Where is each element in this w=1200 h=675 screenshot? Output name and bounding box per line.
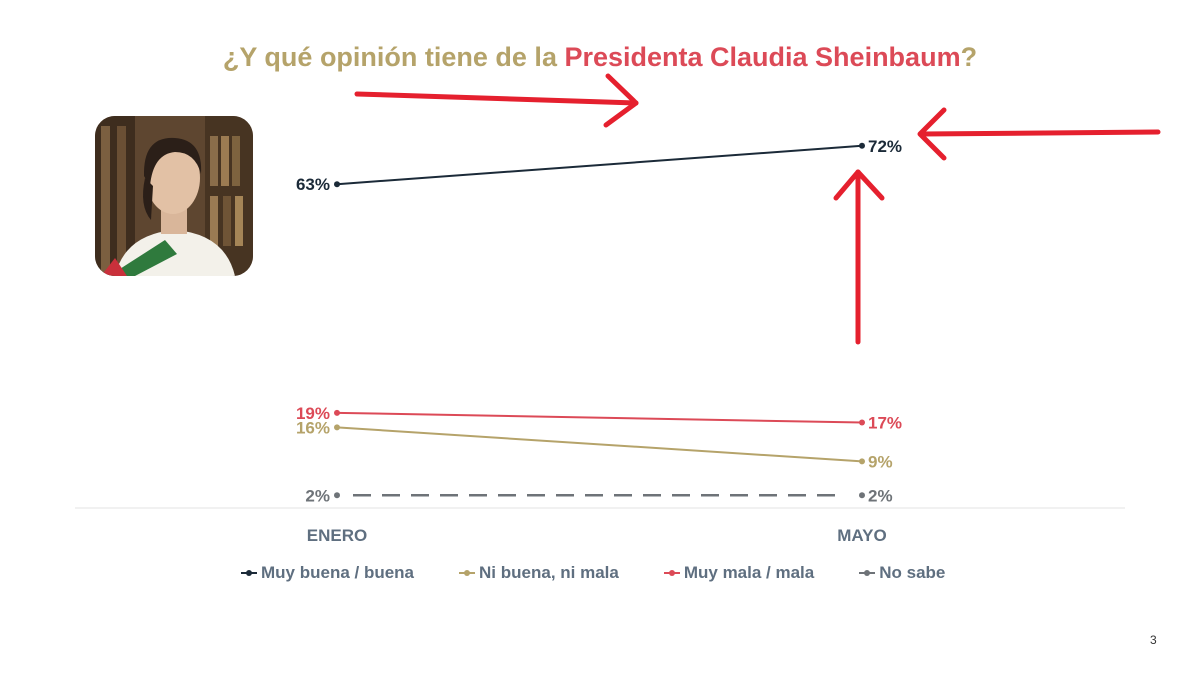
legend-label-muy-buena-buena: Muy buena / buena [261,563,415,582]
legend-item-muy-buena-buena: Muy buena / buena [240,563,414,583]
arrow-top-icon [354,73,639,128]
arrow-up-icon [833,169,885,345]
data-label-muy-buena-buena-0: 63% [296,175,330,194]
legend-swatch-ni-buena-ni-mala [459,570,476,576]
data-point-ni-buena-ni-mala-0 [334,424,340,431]
legend-label-no-sabe: No sabe [879,563,946,582]
data-label-ni-buena-ni-mala-1: 9% [868,452,893,471]
portrait-photo [95,116,253,276]
x-tick-label-1: MAYO [837,526,886,545]
series-line-ni-buena-ni-mala [336,426,863,463]
title-prefix: ¿Y qué opinión tiene de la [222,42,565,72]
legend-label-muy-mala-mala: Muy mala / mala [683,563,815,582]
series-line-muy-mala-mala [336,411,863,424]
title-suffix: ? [960,42,978,72]
legend-swatch-muy-mala-mala [663,570,680,576]
legend-swatch-muy-buena-buena [241,570,257,576]
data-point-no-sabe-0 [334,492,340,499]
data-point-muy-buena-buena-0 [334,181,340,188]
arrow-right-icon [917,107,1161,161]
data-label-no-sabe-0: 2% [305,486,330,505]
annotation-layer [354,73,1161,345]
page-number: 3 [1150,633,1157,647]
title-highlight: Presidenta Claudia Sheinbaum [564,42,961,72]
legend-label-ni-buena-ni-mala: Ni buena, ni mala [479,563,619,582]
legend-item-muy-mala-mala: Muy mala / mala [663,563,814,583]
data-point-muy-buena-buena-1 [859,142,865,149]
data-point-muy-mala-mala-0 [334,409,340,416]
series-layer [334,142,865,499]
data-label-muy-mala-mala-0: 19% [296,404,330,423]
data-label-muy-mala-mala-1: 17% [868,414,902,433]
data-label-muy-buena-buena-1: 72% [868,137,902,156]
label-layer: 63% 72% 16% 9% 19% 17% 2% 2% ENERO MAYO [296,137,902,545]
legend-swatch-no-sabe [859,570,876,576]
legend-item-ni-buena-ni-mala: Ni buena, ni mala [458,563,619,583]
data-point-no-sabe-1 [859,492,865,499]
data-point-muy-mala-mala-1 [859,419,865,426]
chart-title: ¿Y qué opinión tiene de la Presidenta Cl… [0,42,1200,73]
series-line-muy-buena-buena [336,144,863,186]
data-point-ni-buena-ni-mala-1 [859,458,865,465]
portrait-illustration [95,116,253,276]
data-label-ni-buena-ni-mala-0: 16% [296,418,330,437]
data-label-no-sabe-1: 2% [868,486,893,505]
legend: Muy buena / buena Ni buena, ni mala Muy ma… [240,562,945,584]
legend-item-no-sabe: No sabe [858,563,945,583]
x-tick-label-0: ENERO [307,526,367,545]
